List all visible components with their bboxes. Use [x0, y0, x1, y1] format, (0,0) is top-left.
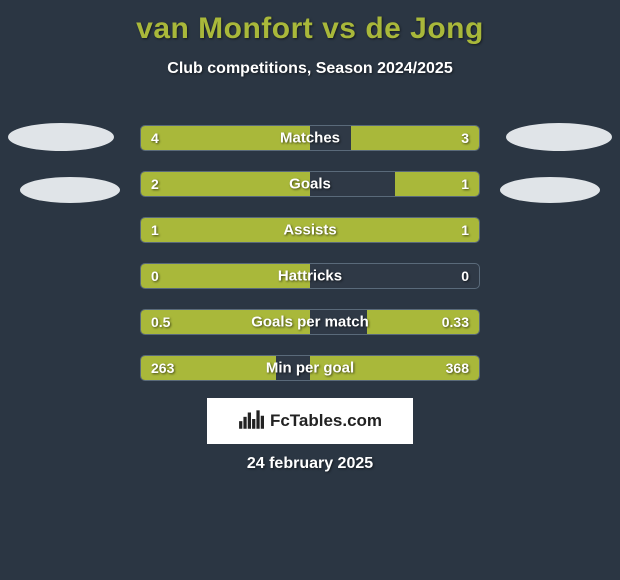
value-left: 1 — [151, 222, 159, 238]
metric-label: Hattricks — [278, 268, 342, 285]
value-right: 1 — [461, 222, 469, 238]
player1-oval-top — [8, 123, 114, 151]
bar-right — [351, 126, 479, 150]
value-left: 0.5 — [151, 314, 170, 330]
stat-row: 263 Min per goal 368 — [140, 355, 480, 381]
metric-label: Min per goal — [266, 360, 354, 377]
brand-text: FcTables.com — [270, 411, 382, 431]
stat-row: 2 Goals 1 — [140, 171, 480, 197]
stat-row: 4 Matches 3 — [140, 125, 480, 151]
bar-chart-icon — [238, 406, 264, 437]
stat-row: 0 Hattricks 0 — [140, 263, 480, 289]
player1-oval-bottom — [20, 177, 120, 203]
player2-oval-bottom — [500, 177, 600, 203]
value-right: 1 — [461, 176, 469, 192]
brand-link[interactable]: FcTables.com — [207, 398, 413, 444]
value-right: 368 — [446, 360, 469, 376]
value-right: 0 — [461, 268, 469, 284]
player2-oval-top — [506, 123, 612, 151]
metric-label: Matches — [280, 130, 340, 147]
stat-row: 0.5 Goals per match 0.33 — [140, 309, 480, 335]
bar-left — [141, 172, 310, 196]
stat-row: 1 Assists 1 — [140, 217, 480, 243]
value-left: 4 — [151, 130, 159, 146]
date-label: 24 february 2025 — [247, 455, 373, 473]
subtitle: Club competitions, Season 2024/2025 — [0, 60, 620, 78]
stats-container: 4 Matches 3 2 Goals 1 1 Assists 1 0 Hatt… — [140, 125, 480, 401]
value-left: 0 — [151, 268, 159, 284]
value-right: 0.33 — [442, 314, 469, 330]
metric-label: Goals per match — [251, 314, 369, 331]
metric-label: Assists — [283, 222, 336, 239]
value-right: 3 — [461, 130, 469, 146]
page-title: van Monfort vs de Jong — [0, 0, 620, 46]
metric-label: Goals — [289, 176, 331, 193]
value-left: 2 — [151, 176, 159, 192]
value-left: 263 — [151, 360, 174, 376]
